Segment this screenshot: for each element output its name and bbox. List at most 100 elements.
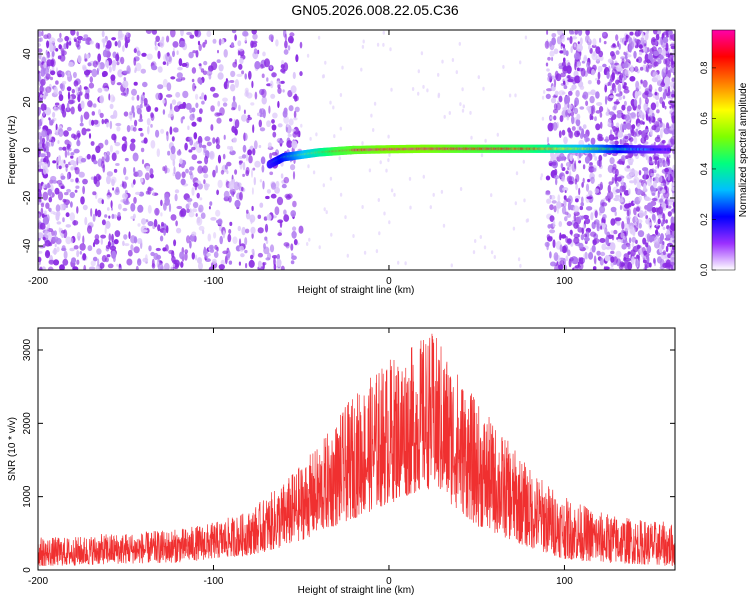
heatmap-noise-speck bbox=[261, 96, 267, 105]
heatmap-noise-speck bbox=[547, 122, 554, 132]
heatmap-noise-speck bbox=[649, 47, 655, 55]
heatmap-noise-speck bbox=[573, 236, 580, 245]
snr-x-ticks: -200 -100 0 100 bbox=[28, 328, 573, 587]
heatmap-noise-speck bbox=[288, 105, 294, 112]
heatmap-noise-speck bbox=[48, 242, 53, 247]
heatmap-noise-speck bbox=[657, 175, 663, 184]
heatmap-noise-speck bbox=[665, 42, 669, 52]
heatmap-noise-speck bbox=[130, 216, 135, 220]
heatmap-noise-speck bbox=[162, 61, 167, 65]
heatmap-noise-speck bbox=[189, 113, 195, 121]
heatmap-noise-speck bbox=[615, 34, 619, 41]
heatmap-noise-speck bbox=[243, 132, 246, 142]
heatmap-noise-speck bbox=[73, 80, 79, 87]
heatmap-noise-speck bbox=[379, 160, 382, 165]
heatmap-noise-speck bbox=[154, 107, 159, 112]
heatmap-noise-speck bbox=[101, 199, 104, 205]
heatmap-noise-speck bbox=[551, 200, 557, 204]
heatmap-noise-speck bbox=[179, 158, 183, 165]
heatmap-noise-speck bbox=[608, 111, 615, 116]
heatmap-noise-speck bbox=[198, 63, 202, 67]
heatmap-noise-speck bbox=[558, 95, 563, 103]
heatmap-noise-speck bbox=[257, 214, 262, 219]
heatmap-noise-speck bbox=[603, 153, 608, 157]
heatmap-noise-speck bbox=[109, 245, 117, 251]
heatmap-noise-speck bbox=[110, 74, 116, 81]
heatmap-noise-speck bbox=[133, 57, 137, 66]
heatmap-noise-speck bbox=[469, 110, 472, 115]
heatmap-noise-speck bbox=[661, 241, 665, 250]
heatmap-noise-speck bbox=[97, 175, 102, 181]
heatmap-noise-speck bbox=[272, 131, 277, 138]
heatmap-noise-speck bbox=[224, 255, 228, 265]
heatmap-noise-speck bbox=[236, 73, 243, 77]
heatmap-noise-speck bbox=[341, 65, 344, 70]
heatmap-noise-speck bbox=[121, 136, 127, 142]
heatmap-noise-speck bbox=[630, 65, 634, 73]
heatmap-noise-speck bbox=[88, 266, 96, 270]
heatmap-noise-speck bbox=[638, 222, 642, 229]
heatmap-noise-speck bbox=[642, 259, 647, 264]
heatmap-noise-speck bbox=[204, 94, 207, 101]
heatmap-noise-speck bbox=[106, 194, 111, 200]
heatmap-noise-speck bbox=[592, 266, 597, 270]
heatmap-noise-speck bbox=[100, 238, 104, 245]
heatmap-noise-speck bbox=[553, 252, 559, 262]
heatmap-noise-speck bbox=[38, 73, 41, 82]
heatmap-noise-speck bbox=[79, 84, 82, 92]
heatmap-noise-speck bbox=[556, 201, 562, 209]
heatmap-noise-speck bbox=[90, 141, 95, 146]
heatmap-noise-speck bbox=[138, 127, 143, 132]
heatmap-noise-speck bbox=[591, 245, 596, 253]
heatmap-noise-speck bbox=[594, 210, 598, 219]
heatmap-noise-speck bbox=[298, 225, 304, 234]
heatmap-noise-speck bbox=[222, 250, 229, 255]
heatmap-noise-speck bbox=[612, 163, 617, 170]
heatmap-noise-speck bbox=[165, 94, 173, 98]
heatmap-noise-speck bbox=[38, 48, 43, 53]
heatmap-noise-speck bbox=[42, 191, 49, 201]
heatmap-noise-speck bbox=[575, 174, 580, 183]
heatmap-noise-speck bbox=[228, 181, 235, 190]
heatmap-noise-speck bbox=[283, 214, 290, 222]
heatmap-noise-speck bbox=[299, 71, 303, 77]
heatmap-noise-speck bbox=[155, 92, 161, 100]
heatmap-noise-speck bbox=[79, 91, 83, 96]
heatmap-y-tick-label: 40 bbox=[22, 48, 33, 60]
heatmap-noise-speck bbox=[157, 84, 164, 90]
heatmap-noise-speck bbox=[269, 64, 273, 70]
heatmap-noise-speck bbox=[329, 176, 333, 181]
heatmap-noise-speck bbox=[237, 225, 241, 232]
heatmap-noise-speck bbox=[669, 223, 675, 231]
heatmap-noise-speck bbox=[212, 169, 216, 178]
heatmap-noise-speck bbox=[260, 108, 265, 115]
heatmap-noise-speck bbox=[38, 70, 41, 74]
heatmap-noise-speck bbox=[549, 40, 553, 47]
heatmap-noise-speck bbox=[387, 134, 390, 139]
heatmap-noise-speck bbox=[242, 173, 246, 177]
heatmap-noise-speck bbox=[172, 50, 175, 58]
heatmap-noise-speck bbox=[286, 140, 293, 148]
heatmap-noise-speck bbox=[99, 95, 105, 104]
heatmap-noise-speck bbox=[229, 145, 234, 152]
heatmap-noise-speck bbox=[115, 53, 120, 62]
heatmap-noise-speck bbox=[596, 250, 601, 256]
heatmap-noise-speck bbox=[253, 176, 256, 186]
heatmap-noise-speck bbox=[370, 113, 373, 118]
heatmap-y-tick-label: -20 bbox=[22, 190, 33, 205]
heatmap-noise-speck bbox=[659, 161, 663, 168]
heatmap-noise-speck bbox=[51, 119, 55, 124]
heatmap-noise-speck bbox=[40, 78, 46, 86]
heatmap-noise-speck bbox=[106, 122, 109, 128]
heatmap-noise-speck bbox=[295, 95, 299, 102]
heatmap-noise-speck bbox=[672, 239, 675, 243]
heatmap-noise-speck bbox=[629, 31, 634, 36]
heatmap-noise-speck bbox=[646, 30, 650, 35]
heatmap-noise-speck bbox=[564, 216, 568, 222]
heatmap-noise-speck bbox=[122, 240, 125, 246]
heatmap-noise-speck bbox=[545, 93, 551, 100]
heatmap-noise-speck bbox=[590, 89, 596, 96]
heatmap-noise-speck bbox=[38, 125, 41, 130]
heatmap-noise-speck bbox=[212, 38, 217, 44]
heatmap-noise-speck bbox=[574, 61, 577, 71]
